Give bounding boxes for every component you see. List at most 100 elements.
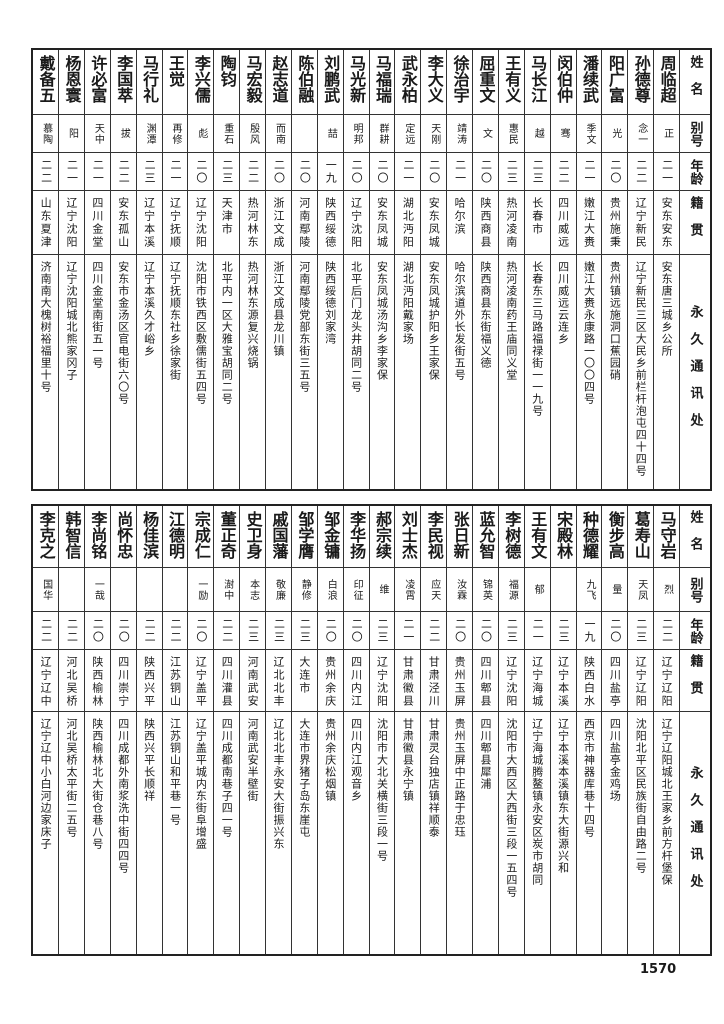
address-cell: 四川成都外南浆洗中街四四号 (111, 712, 136, 954)
person-alias: 而南 (273, 122, 285, 145)
age-cell: 二二 (214, 612, 240, 650)
person-name: 马福瑞 (372, 55, 392, 103)
name-cell: 马福瑞 (369, 50, 395, 115)
alias-cell: 彪 (188, 115, 214, 153)
person-name: 马行礼 (140, 55, 160, 103)
person-address: 北平后门龙头井胡同二号 (349, 261, 363, 393)
person-name: 衡步高 (605, 511, 625, 559)
name-cell: 戚国藩 (266, 506, 291, 568)
person-origin: 嫩江大赉 (582, 197, 596, 249)
person-age: 二二 (427, 617, 441, 644)
alias-cell: 明邦 (343, 115, 369, 153)
person-origin: 河北吴桥 (64, 656, 78, 708)
person-address: 河南鄢陵党部东街三五号 (297, 261, 311, 393)
person-age: 二二 (65, 617, 79, 644)
person-origin: 安东孤山 (116, 197, 130, 249)
person-alias: 光 (609, 128, 621, 139)
person-age: 二〇 (117, 617, 131, 644)
person-record: 李兴儒彪二〇 辽宁沈阳 沈阳市铁西区敷儒街五四号 (187, 50, 214, 489)
person-age: 二一 (168, 158, 182, 185)
person-alias: 应天 (428, 578, 440, 601)
address-cell: 四川内江观音乡 (344, 712, 369, 954)
origin-cell: 四川崇宁 (110, 650, 136, 712)
age-cell: 二三 (369, 612, 395, 650)
age-cell: 二三 (550, 612, 576, 650)
person-origin: 辽宁沈阳 (375, 656, 389, 708)
alias-cell: 渊潭 (136, 115, 162, 153)
person-name: 王有文 (528, 511, 548, 559)
address-cell: 河北吴桥太平街二五号 (59, 712, 84, 954)
name-cell: 李华扬 (343, 506, 369, 568)
name-cell: 邹金镛 (317, 506, 343, 568)
name-cell: 王有义 (498, 50, 524, 115)
origin-cell: 热河林东 (240, 191, 265, 255)
address-cell: 四川威远云连乡 (551, 255, 576, 489)
alias-cell: 维 (369, 568, 395, 612)
alias-cell: 本志 (240, 568, 265, 612)
person-record: 江德明 二二 江苏铜山 江苏铜山和平巷一号 (161, 506, 188, 954)
person-name: 韩智信 (62, 511, 82, 559)
origin-cell: 长春市 (524, 191, 550, 255)
age-cell: 一九 (576, 612, 602, 650)
person-origin: 浙江文成 (271, 197, 285, 249)
person-name: 陶钧 (217, 55, 237, 87)
person-origin: 辽宁沈阳 (504, 656, 518, 708)
address-cell: 安东凤城汤沟乡李家保 (370, 255, 395, 489)
person-age: 二一 (91, 158, 105, 185)
person-age: 二一 (531, 617, 545, 644)
person-age: 二〇 (194, 617, 208, 644)
person-name: 闵伯仲 (554, 55, 574, 103)
person-record: 邹金镛 白浪 二〇 贵州余庆 贵州余庆松烟镇 (316, 506, 343, 954)
person-alias: 福源 (506, 578, 518, 601)
person-name: 李华扬 (347, 511, 367, 559)
alias-cell: 定远 (395, 115, 421, 153)
person-age: 二一 (65, 158, 79, 185)
origin-cell: 大连市 (291, 650, 317, 712)
person-name: 孙德尊 (631, 55, 651, 103)
alias-cell: 天中 (84, 115, 110, 153)
person-address: 热河凌南药王庙同义堂 (504, 261, 518, 381)
alias-cell: 正 (654, 115, 679, 153)
person-name: 杨佳滨 (140, 511, 160, 559)
roster-table-top: 姓名 别号 年龄 籍贯 永久通讯处 周临超正二一 安东安东 安东唐三城乡公所 孙德尊 念一 二二 辽宁… (31, 48, 712, 491)
address-cell: 济南南大槐树裕福里十号 (33, 255, 58, 489)
person-origin: 辽宁辽中 (39, 656, 53, 708)
alias-cell: 量 (602, 568, 628, 612)
address-cell: 辽宁抚顺东社乡徐家街 (163, 255, 188, 489)
person-name: 董正奇 (217, 511, 237, 559)
address-cell: 辽北北丰永安大街振兴东 (266, 712, 291, 954)
header-alias-label: 别号 (687, 576, 703, 603)
name-cell: 史卫身 (240, 506, 265, 568)
age-cell: 一九 (317, 153, 343, 191)
age-cell: 二〇 (266, 153, 291, 191)
address-cell: 陕西商县东街福义德 (473, 255, 498, 489)
person-name: 李民视 (424, 511, 444, 559)
name-cell: 陶钧 (214, 50, 240, 115)
person-alias: 印征 (351, 578, 363, 601)
alias-cell: 文 (473, 115, 498, 153)
origin-cell: 辽宁辽阳 (628, 650, 654, 712)
person-record: 武永柏 定远 二一 湖北沔阳 湖北沔阳戴家场 (394, 50, 421, 489)
person-age: 二〇 (479, 158, 493, 185)
origin-cell: 辽宁沈阳 (59, 191, 84, 255)
age-cell: 二一 (395, 153, 421, 191)
age-cell: 二二 (162, 612, 188, 650)
address-cell: 辽宁本溪久才峪乡 (137, 255, 162, 489)
address-cell: 四川成都南巷子四一号 (214, 712, 239, 954)
origin-cell: 山东夏津 (33, 191, 58, 255)
alias-cell: 锦英 (473, 568, 498, 612)
person-origin: 陕西兴平 (142, 656, 156, 708)
person-age: 二二 (634, 158, 648, 185)
person-alias: 殷风 (247, 122, 259, 145)
name-cell: 李民视 (421, 506, 447, 568)
person-name: 赵志道 (269, 55, 289, 103)
origin-cell: 四川郫县 (473, 650, 498, 712)
age-cell: 二二 (59, 612, 84, 650)
name-cell: 蓝允智 (473, 506, 498, 568)
person-address: 四川成都外南浆洗中街四四号 (116, 718, 130, 874)
person-record: 潘续武 季文 二一 嫩江大赉 嫩江大赉永康路一〇〇四号 (575, 50, 602, 489)
age-cell: 二〇 (84, 612, 110, 650)
person-origin: 辽宁辽阳 (634, 656, 648, 708)
person-record: 马福瑞 群耕 二〇 安东凤城 安东凤城汤沟乡李家保 (368, 50, 395, 489)
name-cell: 马光新 (343, 50, 369, 115)
